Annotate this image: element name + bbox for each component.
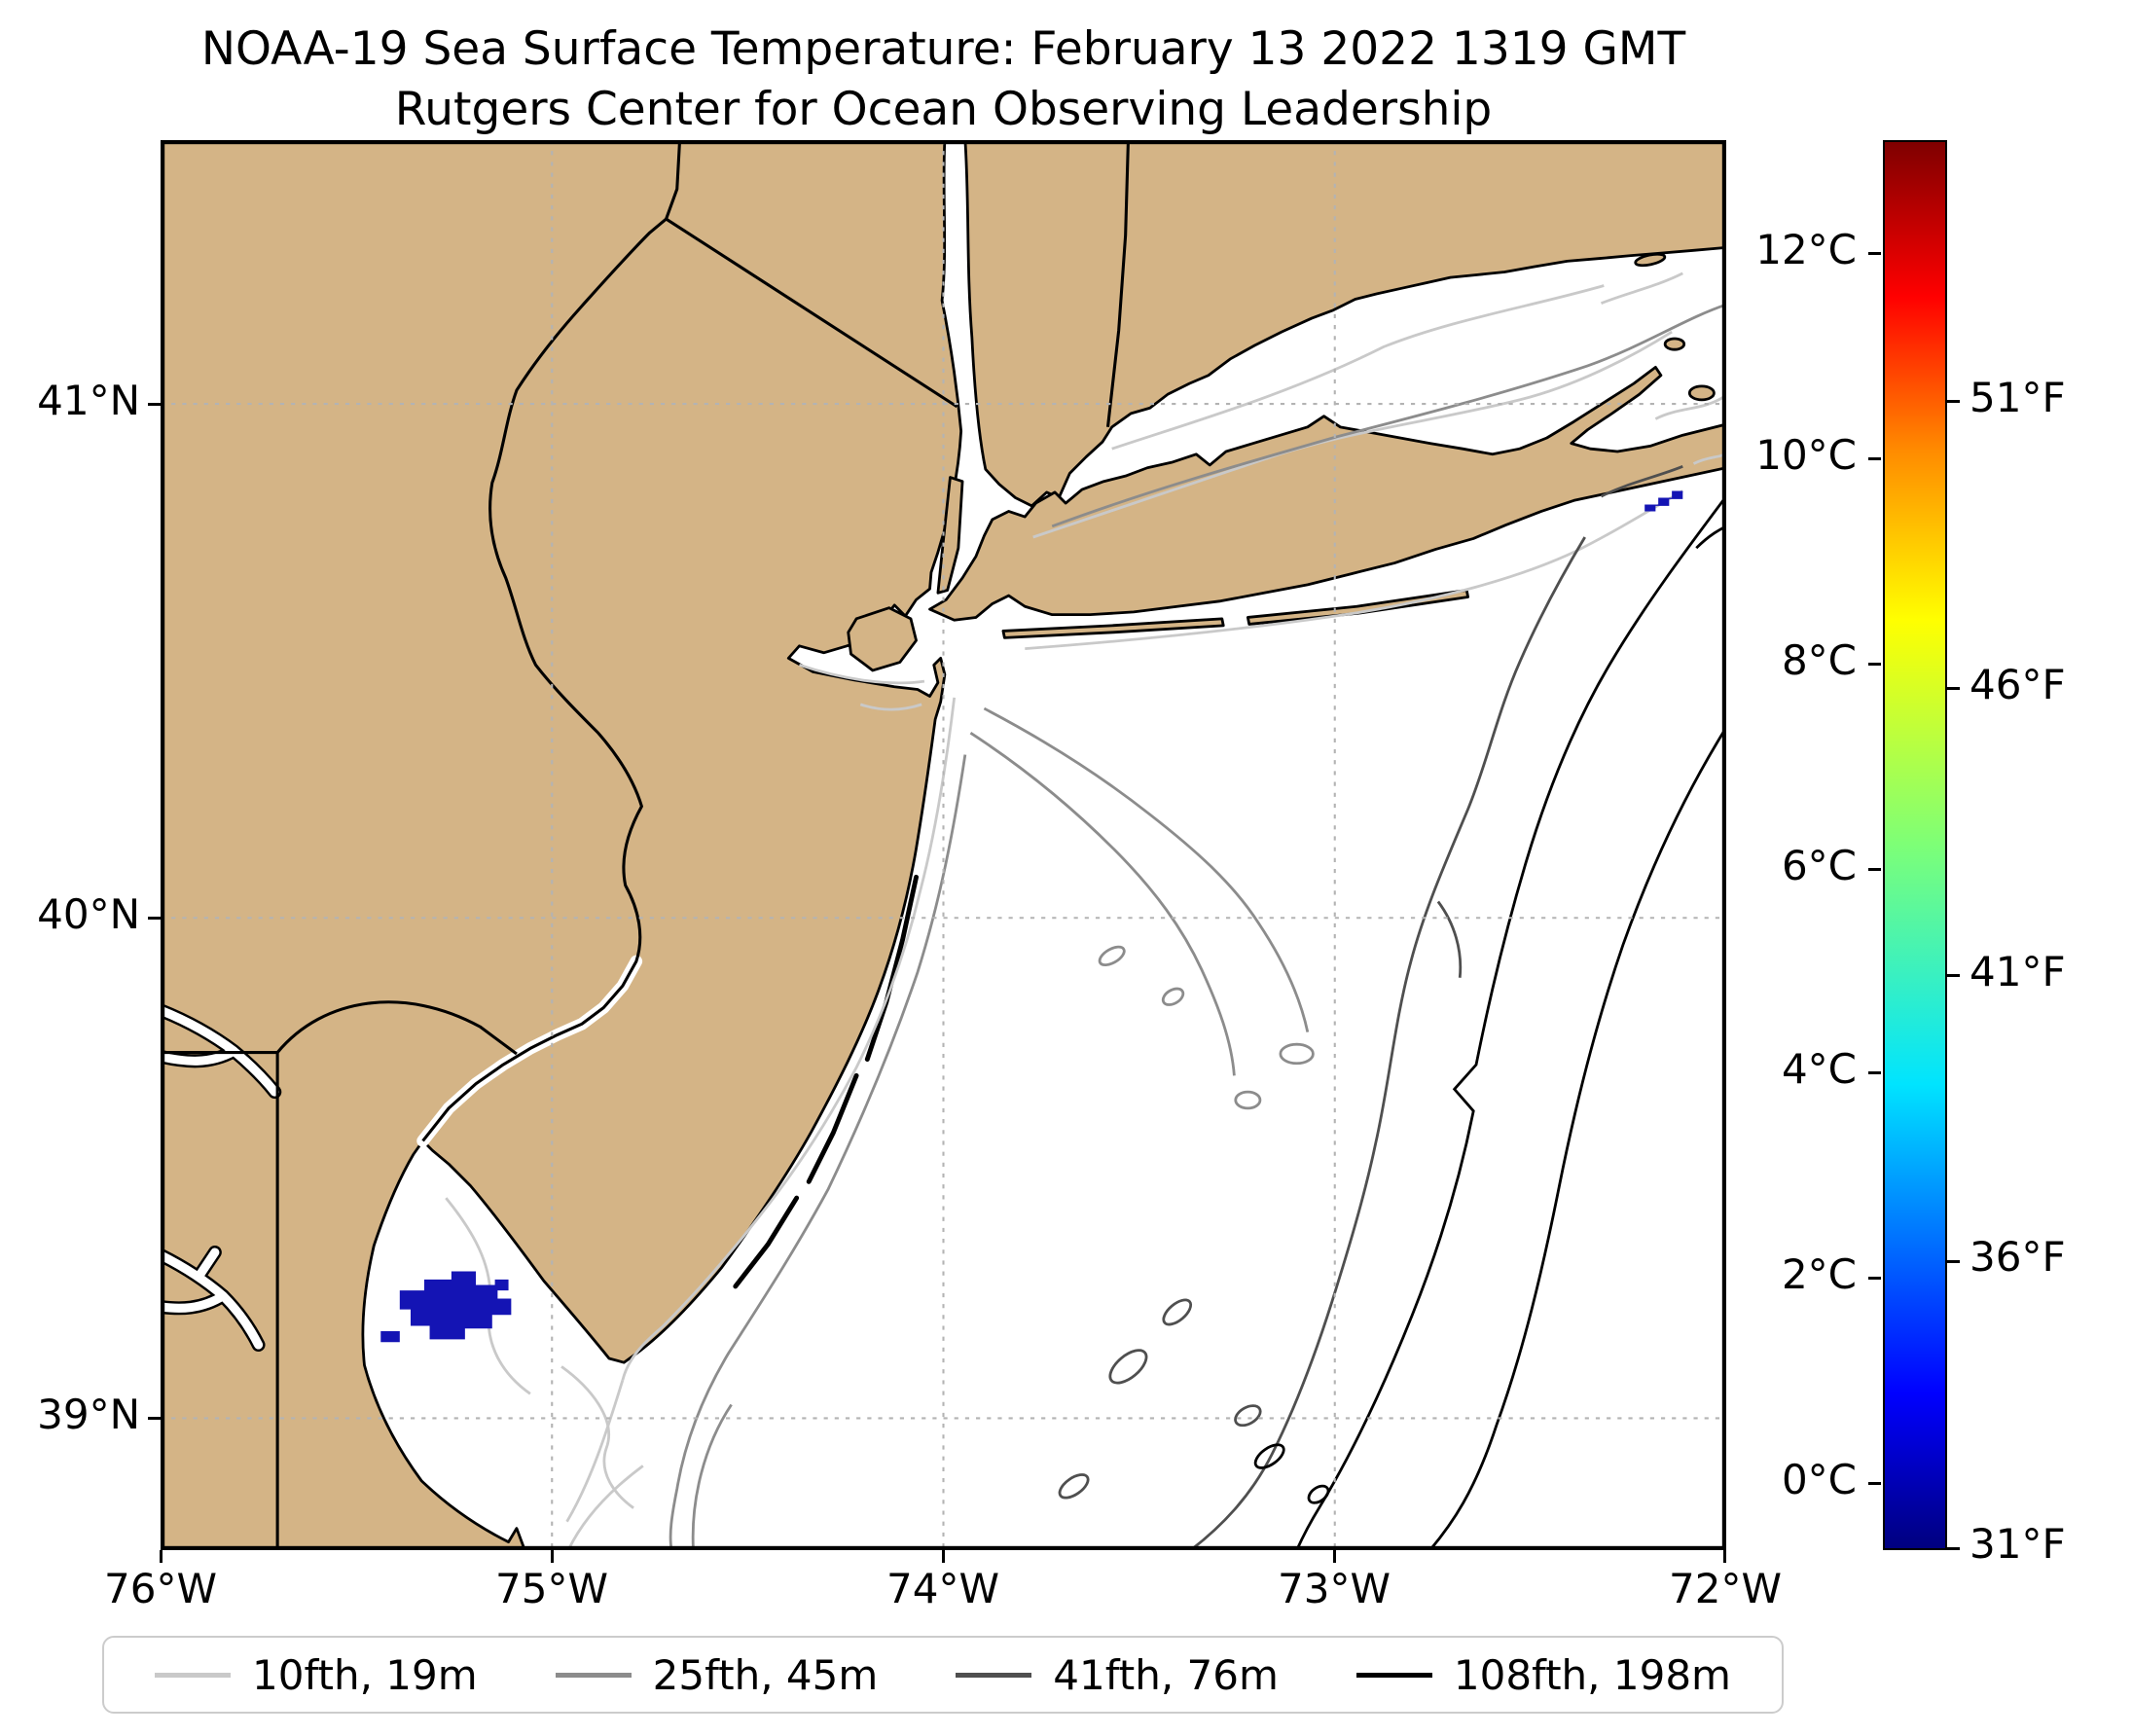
state-borders: [161, 140, 1130, 1550]
land-westchester-connecticut: [963, 140, 1726, 508]
x-tick-72w: [1723, 1550, 1726, 1563]
colorbar-tick-41f: [1947, 974, 1960, 977]
contour-line-swatch-108fth: [1355, 1672, 1432, 1678]
colorbar-tick-12c: [1868, 252, 1881, 255]
legend-item-label: 25fth, 45m: [652, 1650, 879, 1699]
x-tick-label: 72°W: [1669, 1565, 1782, 1612]
small-islands: [1634, 252, 1716, 402]
colorbar-tick-36f: [1947, 1260, 1960, 1263]
legend-item: 25fth, 45m: [555, 1650, 879, 1699]
y-tick-label: 40°N: [37, 890, 140, 938]
map-panel: [161, 140, 1726, 1550]
colorbar-tick-0c: [1868, 1482, 1881, 1485]
contour-line-swatch-25fth: [555, 1672, 632, 1678]
gridlines: [161, 140, 1726, 1550]
barrier-islands: [733, 589, 1470, 1289]
colorbar-tick-31f: [1947, 1547, 1960, 1550]
legend: 10fth, 19m 25fth, 45m 41fth, 76m 108fth,…: [102, 1636, 1784, 1714]
colorbar-label-celsius: 4°C: [1781, 1045, 1857, 1093]
colorbar-label-celsius: 6°C: [1781, 842, 1857, 889]
x-tick-label: 74°W: [886, 1565, 999, 1612]
land-long-island: [928, 365, 1726, 622]
legend-item: 41fth, 76m: [956, 1651, 1279, 1699]
land-manhattan: [936, 476, 964, 595]
colorbar-gradient: [1885, 142, 1945, 1548]
tidal-channels: [161, 1003, 282, 1352]
colorbar-tick-4c: [1868, 1071, 1881, 1074]
colorbar-tick-10c: [1868, 457, 1881, 460]
x-tick-76w: [160, 1550, 163, 1563]
y-tick-label: 41°N: [37, 377, 140, 424]
y-tick-label: 39°N: [37, 1391, 140, 1438]
legend-item: 108fth, 198m: [1355, 1650, 1731, 1699]
legend-item: 10fth, 19m: [155, 1651, 478, 1699]
colorbar-label-fahrenheit: 36°F: [1969, 1233, 2066, 1281]
colorbar-label-celsius: 10°C: [1755, 431, 1857, 479]
colorbar-label-celsius: 2°C: [1781, 1250, 1857, 1298]
legend-item-label: 41fth, 76m: [1053, 1650, 1279, 1699]
colorbar: [1883, 140, 1947, 1550]
colorbar-label-celsius: 12°C: [1755, 226, 1857, 273]
colorbar-tick-46f: [1947, 687, 1960, 690]
y-tick-41n: [148, 403, 161, 406]
map-svg: [161, 140, 1726, 1550]
md-de-borders: [161, 1051, 279, 1550]
ny-nj-border: [665, 217, 958, 409]
colorbar-label-fahrenheit: 46°F: [1969, 661, 2066, 708]
colorbar-tick-6c: [1868, 868, 1881, 871]
x-tick-label: 73°W: [1278, 1565, 1391, 1612]
sst-patch-offshore-east: [1644, 490, 1683, 512]
colorbar-tick-2c: [1868, 1277, 1881, 1280]
y-tick-39n: [148, 1417, 161, 1420]
ny-ct-border: [1105, 140, 1130, 428]
figure-title-line2: Rutgers Center for Ocean Observing Leade…: [394, 83, 1493, 137]
axes-frame: [161, 140, 1726, 1550]
nj-pa-border: [421, 140, 682, 1142]
contour-line-swatch-10fth: [155, 1672, 231, 1678]
colorbar-tick-51f: [1947, 400, 1960, 403]
colorbar-label-celsius: 8°C: [1781, 636, 1857, 684]
colorbar-label-celsius: 0°C: [1781, 1456, 1857, 1503]
contour-108fth: [1253, 495, 1726, 1550]
de-pa-arc-border: [275, 1000, 518, 1056]
colorbar-label-fahrenheit: 31°F: [1969, 1520, 2066, 1568]
x-tick-75w: [551, 1550, 554, 1563]
sst-patch-delaware-bay-2: [380, 1279, 509, 1343]
x-tick-label: 76°W: [104, 1565, 217, 1612]
sst-data-patches: [380, 490, 1683, 1343]
y-tick-40n: [148, 917, 161, 920]
contour-41fth: [1058, 465, 1683, 1550]
contour-line-swatch-41fth: [956, 1672, 1032, 1678]
sst-patch-delaware-bay: [399, 1271, 512, 1340]
x-tick-73w: [1333, 1550, 1336, 1563]
x-tick-label: 75°W: [495, 1565, 608, 1612]
colorbar-label-fahrenheit: 41°F: [1969, 948, 2066, 995]
x-tick-74w: [942, 1550, 945, 1563]
land-staten-island: [847, 606, 918, 672]
figure-title-line1: NOAA-19 Sea Surface Temperature: Februar…: [200, 22, 1686, 76]
figure-title: NOAA-19 Sea Surface Temperature: Februar…: [161, 19, 1726, 140]
colorbar-label-fahrenheit: 51°F: [1969, 374, 2066, 421]
land-masses: [161, 140, 1726, 1550]
legend-item-label: 108fth, 198m: [1453, 1650, 1731, 1699]
colorbar-tick-8c: [1868, 663, 1881, 666]
legend-item-label: 10fth, 19m: [252, 1650, 478, 1699]
